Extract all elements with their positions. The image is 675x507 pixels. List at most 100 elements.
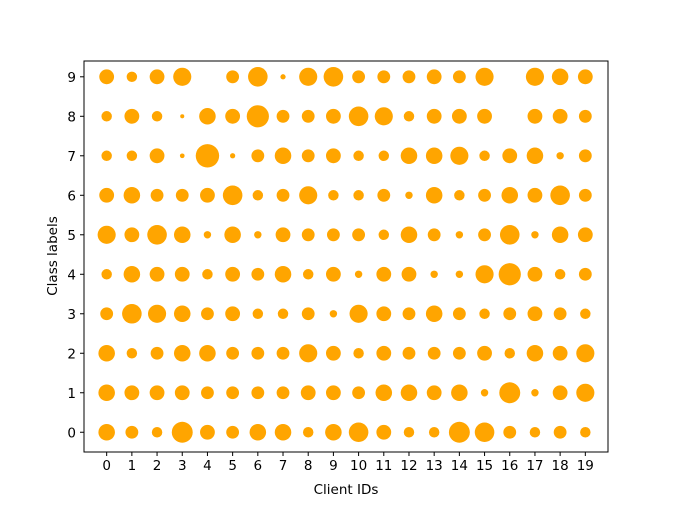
bubble-client-3-class-8	[180, 114, 185, 119]
x-tick-label: 19	[577, 458, 594, 474]
x-tick-label: 9	[329, 458, 338, 474]
bubble-client-19-class-6	[578, 188, 592, 202]
bubble-client-17-class-0	[529, 427, 541, 438]
x-axis: 0 1 2 3 4 5 6 7 8 9 10 11 12 13 14 15 16 17 18 19	[102, 452, 594, 474]
bubble-client-5-class-2	[226, 346, 240, 360]
bubble-client-2-class-3	[148, 304, 167, 323]
bubble-client-11-class-9	[377, 70, 391, 84]
bubble-client-10-class-1	[352, 386, 366, 400]
bubble-client-5-class-1	[226, 386, 240, 400]
bubble-client-4-class-2	[199, 344, 216, 362]
bubble-client-15-class-4	[475, 265, 494, 284]
bubble-client-4-class-7	[195, 144, 220, 168]
bubble-client-7-class-3	[277, 308, 289, 319]
bubble-client-14-class-7	[450, 146, 469, 165]
bubble-client-0-class-6	[99, 187, 115, 203]
bubble-client-2-class-1	[149, 385, 165, 401]
bubble-client-12-class-2	[402, 346, 416, 360]
bubble-client-11-class-7	[378, 150, 390, 162]
bubble-client-11-class-3	[376, 306, 392, 322]
bubble-client-12-class-0	[403, 427, 415, 438]
bubble-client-1-class-4	[123, 266, 141, 283]
bubble-client-13-class-4	[430, 270, 438, 278]
bubble-client-5-class-3	[225, 306, 241, 322]
y-tick-label: 1	[67, 386, 76, 402]
x-tick-label: 13	[426, 458, 443, 474]
bubble-client-6-class-5	[254, 231, 262, 239]
bubble-client-16-class-2	[504, 348, 515, 359]
bubble-client-18-class-0	[553, 425, 567, 439]
bubble-client-10-class-4	[354, 270, 363, 278]
bubble-client-7-class-4	[274, 266, 292, 283]
x-tick-label: 10	[350, 458, 367, 474]
bubble-client-0-class-8	[101, 111, 112, 122]
bubble-client-3-class-1	[174, 385, 190, 401]
bubble-client-3-class-7	[179, 153, 185, 159]
bubble-client-10-class-3	[349, 304, 368, 323]
x-tick-label: 11	[375, 458, 392, 474]
y-axis: 0 1 2 3 4 5 6 7 8 9	[67, 70, 84, 441]
bubble-client-12-class-1	[400, 384, 418, 402]
bubble-client-17-class-6	[527, 187, 543, 203]
bubble-client-11-class-0	[376, 424, 392, 440]
bubble-client-11-class-5	[378, 229, 390, 241]
bubble-client-16-class-0	[503, 425, 517, 439]
bubble-client-13-class-2	[427, 346, 441, 360]
x-tick-label: 17	[526, 458, 543, 474]
bubble-client-3-class-0	[171, 421, 193, 443]
bubble-client-9-class-0	[325, 423, 342, 441]
bubble-client-12-class-8	[403, 111, 415, 122]
x-tick-label: 7	[279, 458, 288, 474]
bubble-client-16-class-6	[501, 187, 519, 204]
bubble-client-0-class-1	[98, 384, 115, 402]
bubble-client-16-class-1	[499, 382, 521, 404]
bubble-client-9-class-4	[326, 266, 341, 282]
bubble-client-9-class-2	[326, 345, 341, 361]
bubble-client-12-class-4	[401, 266, 417, 282]
bubble-client-8-class-1	[300, 385, 316, 401]
bubble-client-15-class-5	[478, 228, 491, 242]
bubble-client-6-class-2	[251, 346, 265, 360]
bubble-client-14-class-6	[454, 190, 465, 201]
bubble-client-19-class-8	[578, 109, 592, 123]
bubble-client-19-class-3	[580, 308, 591, 319]
bubble-client-15-class-1	[480, 389, 489, 397]
bubble-client-5-class-5	[224, 226, 241, 244]
x-tick-label: 4	[203, 458, 212, 474]
bubble-client-2-class-9	[149, 69, 165, 85]
plot-frame	[83, 60, 609, 453]
bubbles-layer	[97, 67, 595, 443]
bubble-client-5-class-7	[230, 153, 236, 159]
y-tick-label: 8	[67, 109, 76, 125]
bubble-client-3-class-6	[175, 188, 189, 202]
bubble-client-3-class-3	[173, 305, 191, 323]
bubble-client-12-class-3	[402, 307, 416, 321]
bubble-client-6-class-6	[252, 190, 264, 201]
bubble-client-5-class-8	[225, 108, 241, 124]
bubble-client-8-class-6	[299, 186, 318, 205]
x-tick-label: 3	[178, 458, 187, 474]
y-tick-label: 9	[67, 70, 76, 86]
bubble-client-7-class-2	[276, 346, 290, 360]
bubble-client-17-class-1	[531, 389, 539, 397]
bubble-client-10-class-6	[353, 190, 364, 201]
y-tick-label: 3	[67, 307, 76, 323]
bubble-client-6-class-7	[251, 149, 265, 163]
bubble-client-18-class-9	[551, 68, 569, 86]
bubble-client-10-class-8	[348, 106, 369, 127]
bubble-client-8-class-4	[302, 269, 314, 280]
bubble-client-16-class-5	[499, 224, 520, 245]
bubble-client-0-class-7	[101, 150, 112, 162]
bubble-client-12-class-6	[405, 191, 413, 199]
bubble-client-7-class-5	[275, 227, 291, 243]
bubble-client-2-class-8	[151, 111, 163, 122]
bubble-client-7-class-8	[276, 109, 290, 123]
bubble-client-11-class-1	[375, 384, 393, 402]
bubble-client-9-class-3	[329, 310, 338, 318]
bubble-client-1-class-8	[124, 108, 140, 124]
bubble-client-15-class-7	[479, 150, 490, 162]
bubble-client-1-class-5	[124, 227, 140, 243]
y-tick-label: 0	[67, 425, 76, 441]
bubble-client-5-class-0	[226, 425, 240, 439]
bubble-client-4-class-8	[199, 108, 216, 125]
